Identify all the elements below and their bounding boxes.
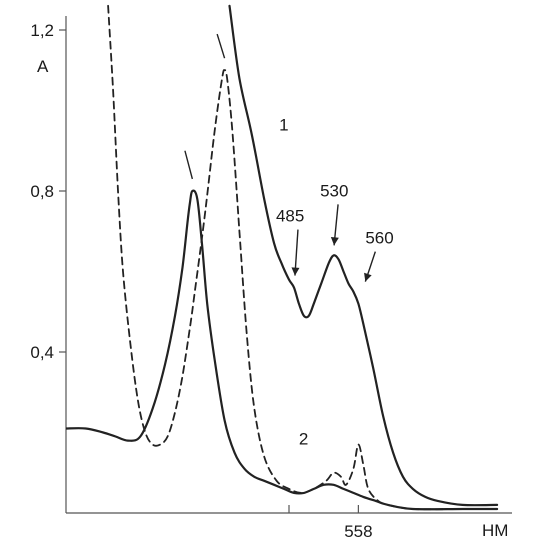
annotation-560-arrow-head (364, 272, 372, 282)
y-tick-label: 1,2 (30, 21, 54, 40)
y-tick-label: 0,4 (30, 343, 54, 362)
series-1-curve (228, 4, 499, 507)
annotation-560-label: 560 (365, 229, 393, 248)
x-tick-label: 558 (344, 522, 372, 541)
series-2-curve (66, 189, 499, 511)
series-dashed-curve (107, 4, 489, 511)
curves (66, 4, 499, 511)
curve-1-label: 1 (279, 116, 288, 135)
x-axis-label: НМ (482, 521, 508, 540)
annotation-530-arrow-head (330, 237, 339, 246)
peak-tick-mark (216, 33, 226, 59)
y-tick-label: 0,8 (30, 182, 54, 201)
curve-2-label: 2 (299, 430, 308, 449)
annotation-485-arrow-head (291, 267, 300, 276)
peak-tick-mark (184, 150, 194, 180)
annotation-485-label: 485 (276, 207, 304, 226)
annotations: 485 530 560 1 2 (184, 33, 394, 449)
y-axis-label: A (37, 57, 49, 76)
axes: 0,4 0,8 1,2 558 (30, 16, 512, 541)
annotation-530-label: 530 (320, 181, 348, 200)
